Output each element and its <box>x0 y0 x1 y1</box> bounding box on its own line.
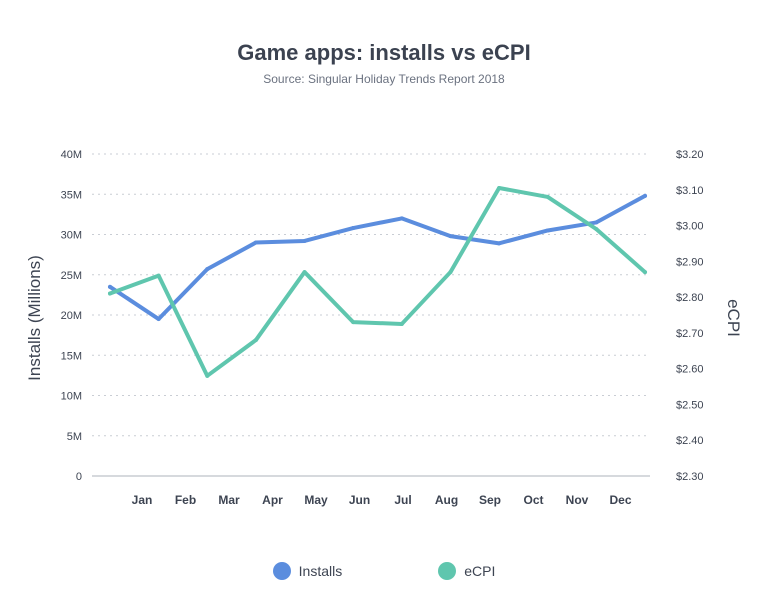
legend-swatch-installs <box>272 562 291 580</box>
y-left-tick-label: 15M <box>61 350 82 362</box>
data-point-ecpi <box>302 270 307 275</box>
data-point-ecpi <box>643 270 647 275</box>
x-tick-label: Sep <box>479 493 501 507</box>
data-point-installs <box>497 241 502 246</box>
data-point-ecpi <box>351 320 356 325</box>
data-point-installs <box>253 240 258 245</box>
y-right-tick-label: $2.60 <box>676 364 704 376</box>
data-point-ecpi <box>399 321 404 326</box>
x-tick-label: Apr <box>262 493 283 507</box>
data-point-ecpi <box>156 273 161 278</box>
y-left-tick-label: 5M <box>67 431 82 443</box>
data-point-installs <box>448 234 453 239</box>
y-left-tick-label: 35M <box>61 189 82 201</box>
legend-label-ecpi: eCPI <box>464 563 496 579</box>
data-point-installs <box>302 238 307 243</box>
data-point-installs <box>156 317 161 322</box>
y-right-tick-label: $2.30 <box>676 471 704 483</box>
y-right-tick-label: $3.10 <box>676 185 704 197</box>
data-point-ecpi <box>448 270 453 275</box>
data-point-ecpi <box>205 373 210 378</box>
legend-item-installs[interactable]: Installs <box>272 562 343 580</box>
x-tick-label: Oct <box>523 493 543 507</box>
data-point-installs <box>399 216 404 221</box>
x-tick-label: Jun <box>349 493 370 507</box>
x-tick-label: Aug <box>435 493 458 507</box>
chart-title: Game apps: installs vs eCPI <box>237 40 531 65</box>
data-point-ecpi <box>545 194 550 199</box>
data-point-ecpi <box>253 338 258 343</box>
data-point-installs <box>594 220 599 225</box>
y-left-tick-label: 0 <box>76 471 82 483</box>
legend-label-installs: Installs <box>298 563 343 579</box>
data-point-ecpi <box>594 227 599 232</box>
data-point-ecpi <box>497 185 502 190</box>
y-right-axis-title: eCPI <box>724 299 743 337</box>
y-left-tick-label: 20M <box>61 310 82 322</box>
x-tick-label: Mar <box>218 493 240 507</box>
data-point-installs <box>351 226 356 231</box>
x-tick-label: Feb <box>175 493 196 507</box>
x-tick-label: Nov <box>566 493 589 507</box>
series-line-installs <box>108 193 647 322</box>
y-right-tick-label: $2.80 <box>676 292 704 304</box>
data-point-installs <box>108 284 112 289</box>
x-tick-label: Jan <box>132 493 153 507</box>
series-line-ecpi <box>108 185 647 378</box>
legend-swatch-ecpi <box>438 562 457 580</box>
legend-item-ecpi[interactable]: eCPI <box>438 562 495 580</box>
y-right-tick-label: $3.00 <box>676 221 704 233</box>
x-tick-label: May <box>304 493 328 507</box>
y-left-tick-label: 25M <box>61 270 82 282</box>
y-right-tick-label: $2.70 <box>676 328 704 340</box>
data-point-installs <box>545 228 550 233</box>
data-point-installs <box>205 267 210 272</box>
y-right-tick-label: $3.20 <box>676 149 704 161</box>
y-left-tick-label: 10M <box>61 391 82 403</box>
y-right-tick-label: $2.40 <box>676 435 704 447</box>
y-right-tick-label: $2.90 <box>676 256 704 268</box>
legend: Installs eCPI <box>0 562 768 580</box>
y-right-tick-label: $2.50 <box>676 399 704 411</box>
x-tick-label: Dec <box>609 493 631 507</box>
y-left-tick-label: 30M <box>61 230 82 242</box>
data-point-ecpi <box>108 291 112 296</box>
data-point-installs <box>643 193 647 198</box>
chart-subtitle: Source: Singular Holiday Trends Report 2… <box>263 72 505 86</box>
y-left-axis-title: Installs (Millions) <box>25 255 44 381</box>
y-left-tick-label: 40M <box>61 149 82 161</box>
x-tick-label: Jul <box>394 493 411 507</box>
